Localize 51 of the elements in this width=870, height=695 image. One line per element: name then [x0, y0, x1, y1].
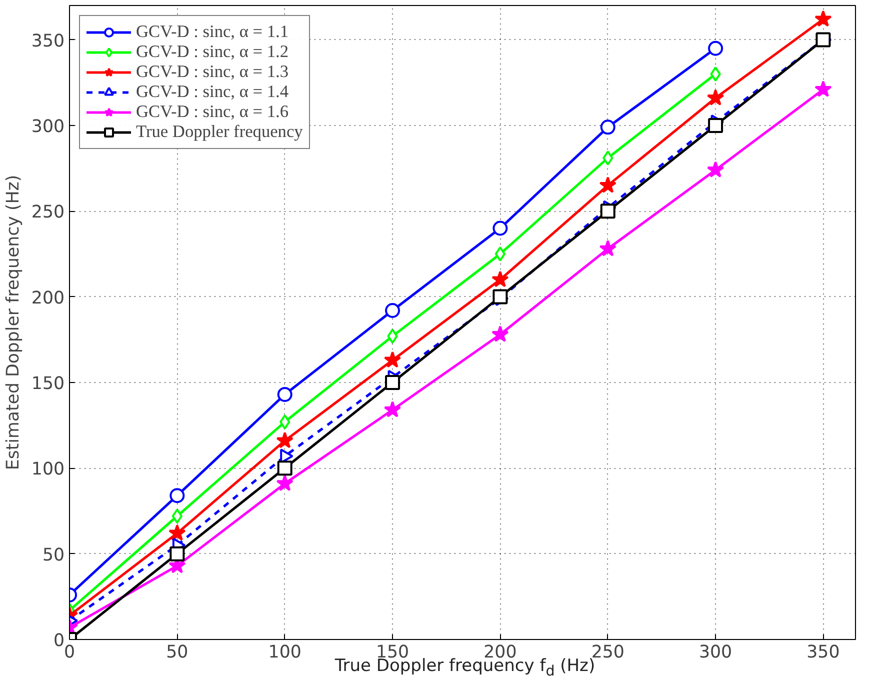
x-tick-label: 50 — [166, 642, 188, 662]
point — [277, 386, 292, 402]
point — [276, 432, 294, 448]
point — [492, 220, 508, 236]
y-tick-label: 250 — [31, 202, 65, 223]
point — [706, 160, 724, 178]
point — [384, 351, 402, 368]
y-tick-label: 50 — [42, 545, 65, 566]
point — [168, 524, 186, 541]
y-tick-label: 150 — [31, 374, 65, 394]
point — [170, 488, 185, 504]
y-axis-title: Estimated Doppler frequency (Hz) — [3, 174, 24, 470]
point — [385, 374, 400, 390]
x-tick-label: 100 — [268, 642, 302, 662]
legend-label: True Doppler frequency — [136, 122, 303, 142]
point — [710, 66, 721, 82]
point — [277, 460, 292, 476]
point — [385, 303, 400, 318]
point — [706, 89, 724, 106]
point — [494, 246, 506, 262]
point — [492, 289, 508, 304]
point — [387, 328, 398, 344]
y-tick-label: 350 — [31, 31, 65, 52]
point — [599, 240, 616, 256]
legend-label: GCV-D : sinc, α = 1.6 — [136, 102, 289, 122]
point — [384, 400, 402, 418]
point — [492, 325, 509, 342]
legend-label: GCV-D : sinc, α = 1.4 — [136, 82, 289, 102]
point — [708, 40, 724, 56]
point — [599, 176, 616, 193]
y-tick-label: 100 — [31, 460, 65, 480]
x-tick-label: 200 — [484, 642, 517, 662]
x-tick-label: 300 — [698, 642, 732, 662]
x-tick-label: 350 — [806, 642, 840, 662]
point — [492, 270, 509, 288]
point — [600, 204, 616, 219]
point — [276, 474, 294, 492]
point — [602, 150, 614, 166]
point — [600, 120, 616, 135]
point — [170, 546, 185, 562]
point — [814, 80, 832, 97]
legend-label: GCV-D : sinc, α = 1.1 — [136, 22, 289, 42]
point — [280, 414, 290, 430]
point — [814, 10, 832, 27]
legend-label: GCV-D : sinc, α = 1.3 — [136, 62, 289, 82]
y-tick-label: 200 — [31, 288, 65, 308]
legend-label: GCV-D : sinc, α = 1.2 — [136, 42, 289, 62]
y-tick-label: 300 — [31, 116, 65, 137]
point — [172, 508, 183, 524]
point — [708, 118, 724, 133]
point — [816, 32, 831, 48]
